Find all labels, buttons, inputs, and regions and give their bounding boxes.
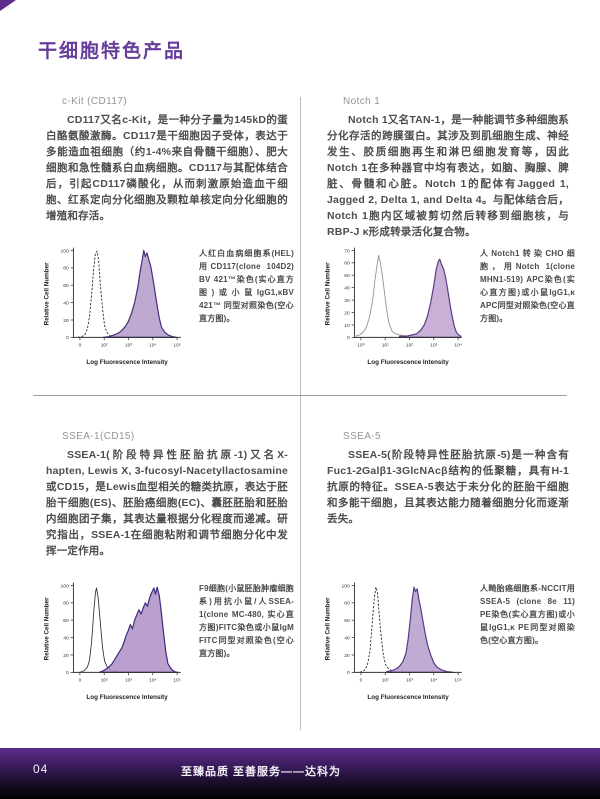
svg-text:100: 100 (341, 583, 350, 589)
footer-slogan: 至臻品质 至善服务——达科为 (180, 766, 342, 778)
section-notch1: Notch 1 Notch 1又名TAN-1，是一种能调节多种细胞系分化存活的跨… (324, 96, 574, 428)
svg-text:10¹: 10¹ (382, 343, 389, 349)
chart-block: 0 20 40 60 80 100 0 10² 10³ 10⁴ 10⁵ Log Fluorescenc… (40, 243, 294, 367)
svg-text:10⁴: 10⁴ (454, 343, 461, 349)
chart-caption: 人红白血病细胞系(HEL)用CD117(clone 104D2) BV 421™… (199, 249, 294, 323)
page-number: 04 (33, 762, 49, 776)
svg-text:Log Fluorescence Intensity: Log Fluorescence Intensity (86, 694, 168, 701)
section-ssea1: SSEA-1(CD15) SSEA-1(阶段特异性胚胎抗原-1)又名X-hapt… (43, 431, 293, 731)
svg-text:40: 40 (63, 635, 69, 641)
svg-text:Log Fluorescence Intensity: Log Fluorescence Intensity (367, 359, 449, 366)
svg-text:60: 60 (63, 618, 69, 624)
svg-text:60: 60 (344, 618, 350, 624)
svg-text:10⁴: 10⁴ (149, 343, 156, 349)
chart-caption: 人畸胎癌细胞系-NCCIT用SSEA-5 (clone 8e 11) PE染色(… (480, 584, 575, 645)
svg-text:0: 0 (360, 678, 363, 684)
divider-vertical (300, 97, 301, 730)
svg-text:100: 100 (60, 583, 69, 589)
svg-text:100: 100 (60, 248, 69, 254)
svg-text:80: 80 (63, 266, 69, 272)
svg-text:10³: 10³ (125, 343, 132, 349)
section-ckit: c-Kit (CD117) CD117又名c-Kit，是一种分子量为145kD的… (43, 96, 293, 428)
chart-block: 0 10 20 30 40 50 60 70 10⁰ 10¹ 10² 10³ 10⁴ Log Fluore… (321, 243, 575, 367)
footer-bar: 04 至臻品质 至善服务——达科为 (0, 748, 600, 799)
svg-text:50: 50 (344, 273, 350, 279)
svg-text:0: 0 (79, 678, 82, 684)
flow-histogram-chart-ckit: 0 20 40 60 80 100 0 10² 10³ 10⁴ 10⁵ Log Fluorescenc… (43, 247, 181, 366)
svg-text:10²: 10² (101, 343, 108, 349)
svg-text:60: 60 (63, 283, 69, 289)
svg-text:0: 0 (347, 670, 350, 676)
divider-horizontal (33, 395, 567, 396)
section-ssea5: SSEA-5 SSEA-5(阶段特异性胚胎抗原-5)是一种含有Fuc1-2Gal… (324, 431, 574, 731)
svg-text:Relative Cell Number: Relative Cell Number (324, 597, 331, 660)
svg-text:20: 20 (344, 310, 350, 316)
svg-text:10³: 10³ (125, 678, 132, 684)
svg-text:20: 20 (344, 653, 350, 659)
svg-text:Relative Cell Number: Relative Cell Number (43, 597, 50, 660)
corner-triangle-decoration (0, 0, 16, 11)
svg-text:0: 0 (66, 670, 69, 676)
svg-text:Log Fluorescence Intensity: Log Fluorescence Intensity (86, 359, 168, 366)
section-body: SSEA-1(阶段特异性胚胎抗原-1)又名X-hapten, Lewis X, … (46, 449, 288, 557)
flow-histogram-chart-ssea5: 0 20 40 60 80 100 0 10² 10³ 10⁴ 10⁵ Log Fluorescenc… (324, 582, 462, 701)
svg-text:10²: 10² (406, 343, 413, 349)
svg-text:20: 20 (63, 318, 69, 324)
page-title: 干细胞特色产品 (38, 41, 186, 62)
svg-text:30: 30 (344, 298, 350, 304)
section-body: CD117又名c-Kit，是一种分子量为145kD的蛋白酪氨酸激酶。CD117是… (46, 114, 288, 222)
svg-text:10⁴: 10⁴ (430, 678, 437, 684)
svg-text:10³: 10³ (430, 343, 437, 349)
svg-text:10⁵: 10⁵ (173, 343, 180, 349)
section-heading: c-Kit (CD117) (62, 96, 128, 107)
svg-text:10⁴: 10⁴ (149, 678, 156, 684)
svg-text:70: 70 (344, 248, 350, 254)
svg-text:10⁵: 10⁵ (173, 678, 180, 684)
chart-block: 0 20 40 60 80 100 0 10² 10³ 10⁴ 10⁵ Log Fluorescenc… (321, 578, 575, 702)
svg-text:Log Fluorescence Intensity: Log Fluorescence Intensity (367, 694, 449, 701)
section-body: SSEA-5(阶段特异性胚胎抗原-5)是一种含有Fuc1-2Galβ1-3Glc… (327, 449, 569, 525)
section-heading: Notch 1 (343, 96, 381, 107)
svg-text:0: 0 (347, 335, 350, 341)
svg-text:10²: 10² (382, 678, 389, 684)
flow-histogram-chart-notch1: 0 10 20 30 40 50 60 70 10⁰ 10¹ 10² 10³ 10⁴ Log Fluore… (324, 247, 462, 366)
svg-text:0: 0 (66, 335, 69, 341)
svg-text:10⁰: 10⁰ (357, 343, 364, 349)
svg-text:0: 0 (79, 343, 82, 349)
svg-text:40: 40 (344, 635, 350, 641)
flow-histogram-chart-ssea1: 0 20 40 60 80 100 0 10² 10³ 10⁴ 10⁵ Log Fluorescenc… (43, 582, 181, 701)
section-heading: SSEA-1(CD15) (62, 431, 135, 442)
svg-text:10: 10 (344, 323, 350, 329)
svg-text:10³: 10³ (406, 678, 413, 684)
svg-text:80: 80 (63, 601, 69, 607)
svg-text:Relative Cell Number: Relative Cell Number (43, 262, 50, 325)
svg-text:60: 60 (344, 261, 350, 267)
svg-text:20: 20 (63, 653, 69, 659)
section-body: Notch 1又名TAN-1，是一种能调节多种细胞系分化存活的跨膜蛋白。其涉及到… (327, 114, 569, 238)
svg-text:80: 80 (344, 601, 350, 607)
chart-block: 0 20 40 60 80 100 0 10² 10³ 10⁴ 10⁵ Log Fluorescenc… (40, 578, 294, 702)
svg-text:10⁵: 10⁵ (454, 678, 461, 684)
svg-text:40: 40 (344, 286, 350, 292)
section-heading: SSEA-5 (343, 431, 381, 442)
svg-text:40: 40 (63, 300, 69, 306)
chart-caption: F9细胞(小鼠胚胎肿瘤细胞系)用抗小鼠/人SSEA-1(clone MC-480… (199, 584, 294, 658)
svg-text:Relative Cell Number: Relative Cell Number (324, 262, 331, 325)
svg-text:10²: 10² (101, 678, 108, 684)
chart-caption: 人Notch1转染CHO细胞，用Notch 1(clone MHN1-519) … (480, 249, 575, 323)
